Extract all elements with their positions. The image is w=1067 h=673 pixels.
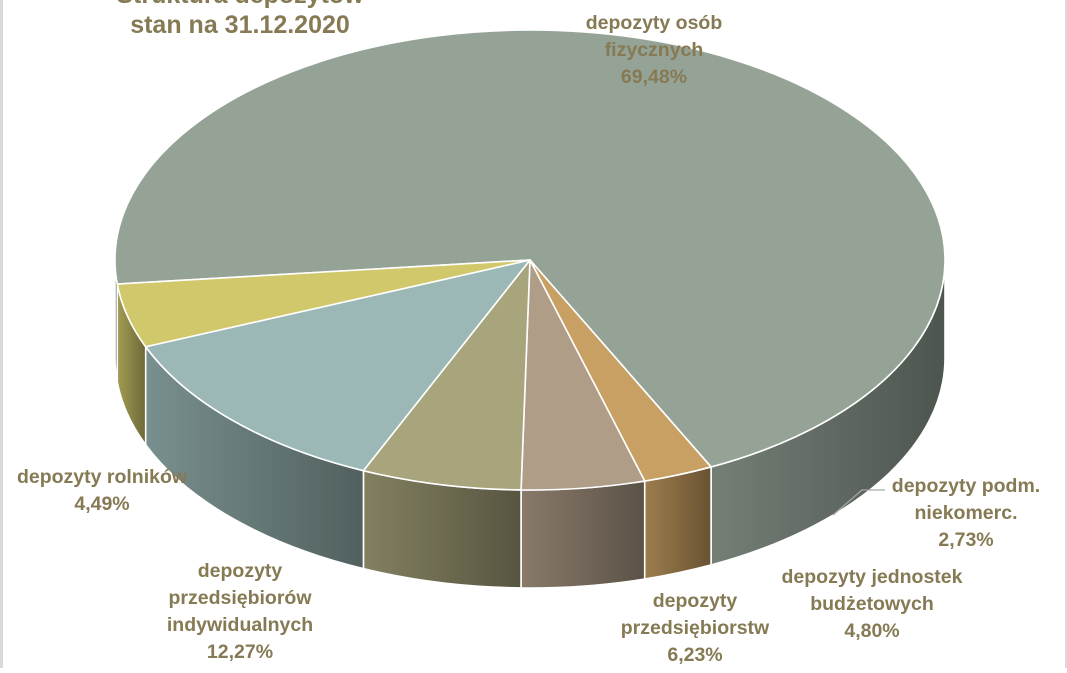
slice-name-label-4: depozyty <box>653 590 738 612</box>
slice-name-label-3: depozyty jednostek <box>782 566 963 588</box>
slice-name-label-3: budżetowych <box>810 593 934 615</box>
slice-labels: depozyty osób fizycznych 69,48% depozyty po… <box>17 12 1040 666</box>
leader-line-niekomerc <box>832 489 885 516</box>
slice-value-label-1: 69,48% <box>621 66 687 88</box>
pie-slice-1 <box>114 29 946 468</box>
slice-value-label-3: 4,80% <box>844 620 899 642</box>
pie-slice-6 <box>116 259 531 348</box>
slice-name-label-5: przedsiębiorów <box>168 587 312 609</box>
chart-title: Struktura depozytów stan na 31.12.2020 <box>116 0 364 39</box>
slice-name-label-2: niekomerc. <box>915 502 1018 524</box>
leader-lines <box>832 489 885 516</box>
slice-name-label-1: depozyty osób <box>586 12 723 34</box>
slice-name-label-2: depozyty podm. <box>892 475 1040 497</box>
chart-title-line1: Struktura depozytów <box>116 0 364 9</box>
pie-slice-4 <box>362 259 531 491</box>
slice-value-label-4: 6,23% <box>667 644 722 666</box>
slice-value-label-2: 2,73% <box>938 529 993 551</box>
pie-top-slices <box>114 29 946 491</box>
slice-name-label-4: przedsiębiorstw <box>621 617 770 639</box>
slice-name-label-5: depozyty <box>198 560 283 582</box>
slice-value-label-5: 12,27% <box>207 641 273 663</box>
slice-name-label-6: depozyty rolników <box>17 466 188 488</box>
slice-value-label-6: 4,49% <box>74 493 129 515</box>
pie-slice-5 <box>144 259 531 472</box>
slice-name-label-5: indywidualnych <box>167 614 313 636</box>
slice-name-label-1: fizycznych <box>605 39 704 61</box>
chart-title-line2: stan na 31.12.2020 <box>130 11 350 39</box>
side-wall-2 <box>643 466 712 580</box>
side-wall-3 <box>520 480 646 589</box>
